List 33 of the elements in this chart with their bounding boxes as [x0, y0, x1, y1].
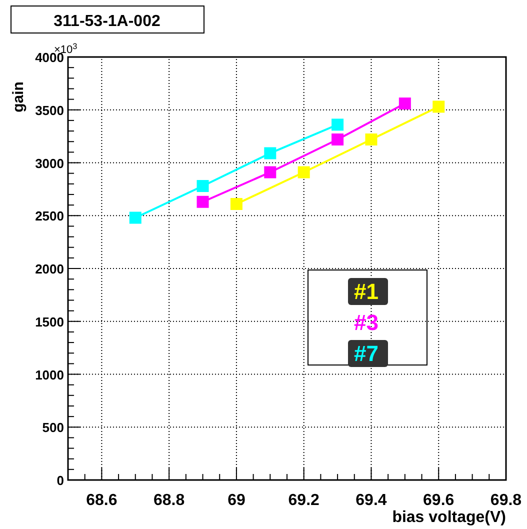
text: #3	[354, 310, 378, 335]
y-tick-label: 500	[42, 420, 64, 436]
point	[365, 133, 378, 146]
point	[230, 198, 242, 210]
x-tick-label: 69.8	[490, 492, 522, 509]
y-tick-label: 2500	[35, 208, 64, 224]
y-tick-label: 2000	[35, 262, 64, 276]
x-tick-label: 68.6	[86, 492, 118, 509]
y-tick-label: 1000	[35, 367, 64, 382]
x-tick-label: 69.2	[288, 492, 320, 509]
point	[264, 147, 276, 160]
y-tick-label: 3000	[35, 156, 64, 171]
x-tick-label: 68.8	[154, 492, 185, 509]
point	[196, 180, 209, 192]
point	[129, 212, 142, 224]
x-axis-title: bias voltage(V)	[392, 509, 506, 526]
point	[298, 166, 310, 178]
y-tick-label: 1500	[35, 314, 64, 330]
x-tick-label: 69.6	[423, 492, 454, 509]
point	[332, 133, 344, 146]
point	[398, 98, 411, 110]
point	[196, 196, 209, 208]
x-tick-label: 69	[228, 492, 246, 509]
x-tick-label: 69.4	[356, 492, 387, 509]
text: #7	[354, 341, 378, 366]
point	[264, 166, 276, 178]
y-axis-title: gain	[10, 82, 27, 112]
point	[332, 118, 344, 131]
y-tick-label: 0	[56, 473, 64, 488]
point	[432, 100, 445, 113]
text: #1	[354, 279, 378, 304]
chart-title: 311-53-1A-002	[54, 13, 160, 30]
y-tick-label: 3500	[35, 102, 64, 118]
